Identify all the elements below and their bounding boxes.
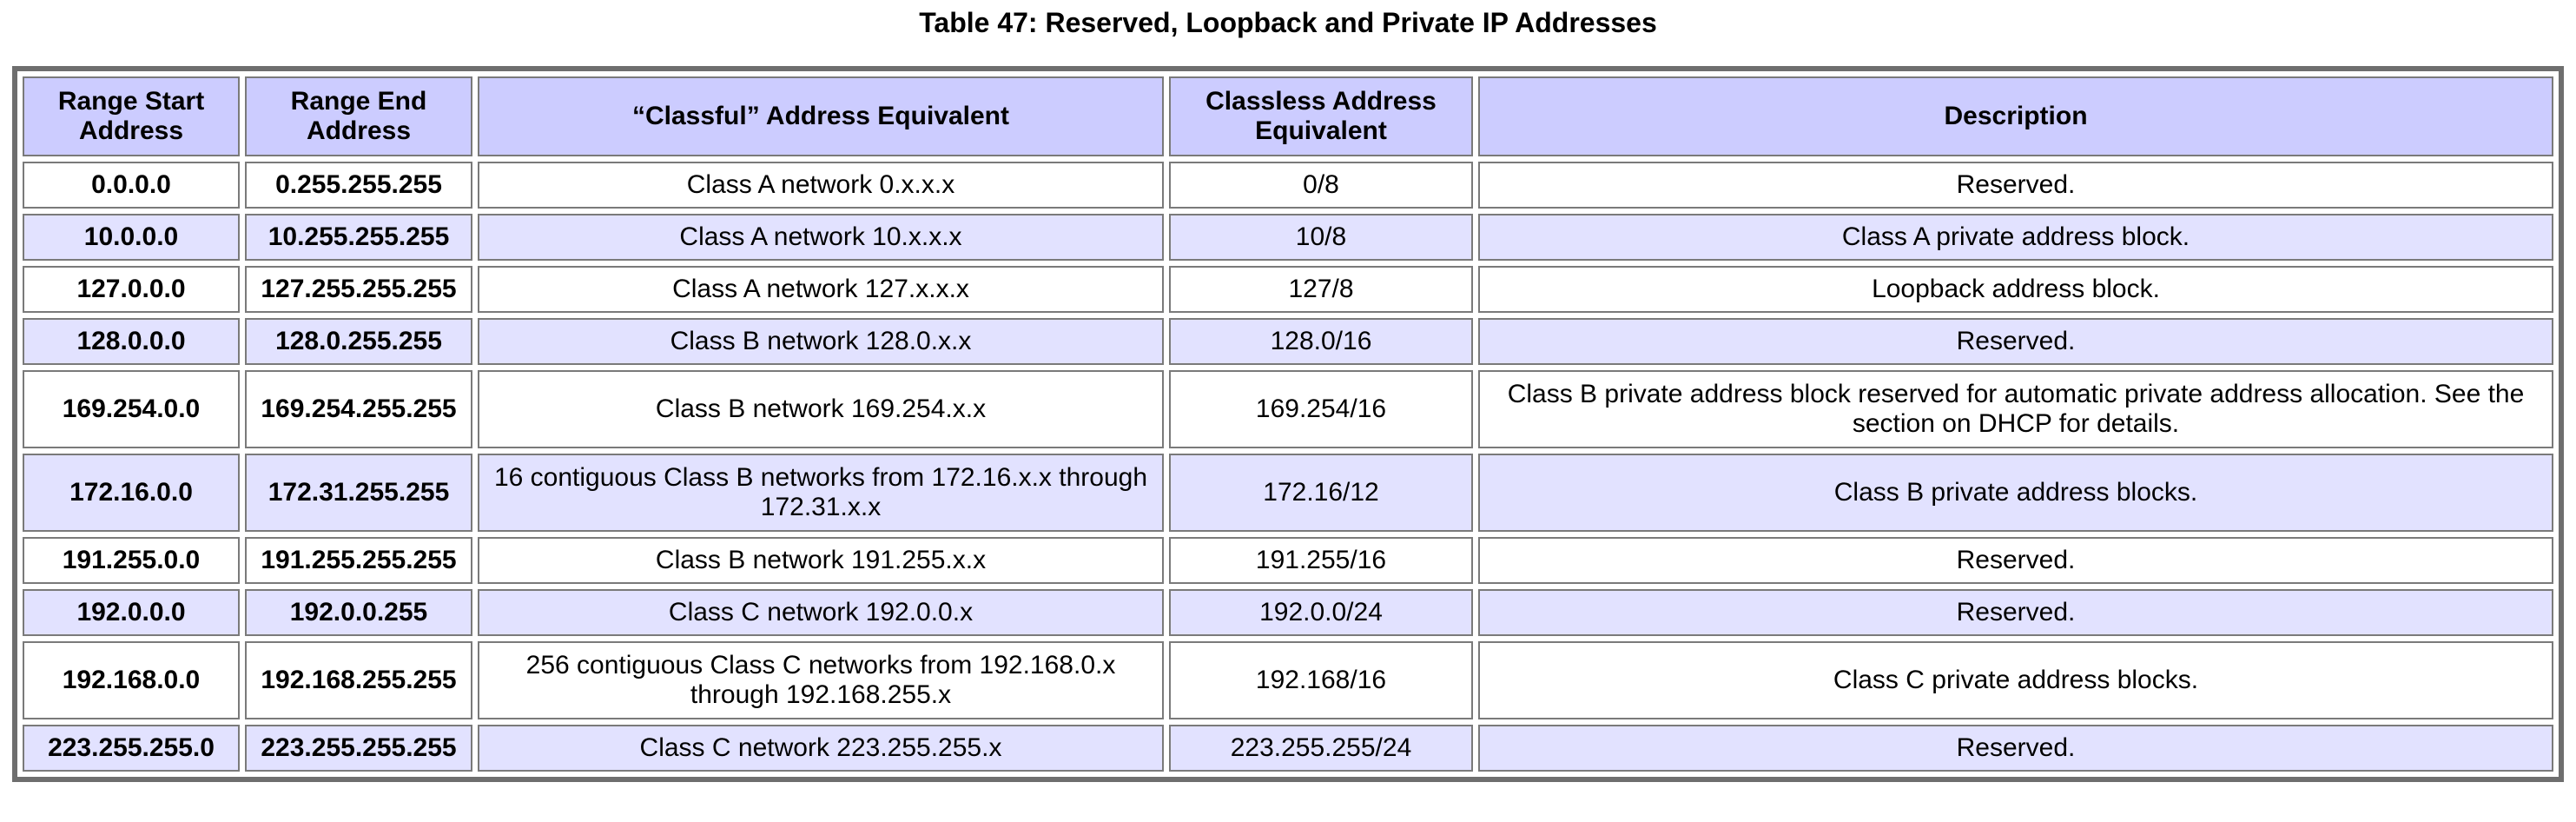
- table-caption: Table 47: Reserved, Loopback and Private…: [919, 7, 1657, 38]
- cell-classful: Class C network 223.255.255.x: [478, 725, 1164, 772]
- cell-classless: 192.168/16: [1169, 641, 1473, 719]
- cell-classful: Class A network 127.x.x.x: [478, 266, 1164, 313]
- table-row: 169.254.0.0 169.254.255.255 Class B netw…: [23, 370, 2553, 448]
- cell-description: Loopback address block.: [1478, 266, 2553, 313]
- cell-range-start: 223.255.255.0: [23, 725, 240, 772]
- cell-range-end: 128.0.255.255: [245, 318, 472, 365]
- cell-description: Class C private address blocks.: [1478, 641, 2553, 719]
- table-row: 128.0.0.0 128.0.255.255 Class B network …: [23, 318, 2553, 365]
- cell-range-start: 127.0.0.0: [23, 266, 240, 313]
- cell-classful: Class B network 169.254.x.x: [478, 370, 1164, 448]
- table-row: 0.0.0.0 0.255.255.255 Class A network 0.…: [23, 162, 2553, 209]
- cell-classless: 169.254/16: [1169, 370, 1473, 448]
- table-row: 191.255.0.0 191.255.255.255 Class B netw…: [23, 537, 2553, 584]
- cell-range-end: 192.168.255.255: [245, 641, 472, 719]
- cell-classful: Class C network 192.0.0.x: [478, 589, 1164, 636]
- cell-range-start: 192.0.0.0: [23, 589, 240, 636]
- cell-description: Class A private address block.: [1478, 214, 2553, 261]
- ip-address-table: Range Start Address Range End Address “C…: [17, 71, 2559, 777]
- cell-classful: Class A network 0.x.x.x: [478, 162, 1164, 209]
- table-row: 127.0.0.0 127.255.255.255 Class A networ…: [23, 266, 2553, 313]
- cell-classless: 127/8: [1169, 266, 1473, 313]
- table-row: 10.0.0.0 10.255.255.255 Class A network …: [23, 214, 2553, 261]
- cell-range-start: 169.254.0.0: [23, 370, 240, 448]
- cell-range-start: 10.0.0.0: [23, 214, 240, 261]
- header-range-end: Range End Address: [245, 76, 472, 156]
- cell-description: Reserved.: [1478, 589, 2553, 636]
- cell-classful: Class B network 128.0.x.x: [478, 318, 1164, 365]
- cell-classful: Class B network 191.255.x.x: [478, 537, 1164, 584]
- cell-range-end: 127.255.255.255: [245, 266, 472, 313]
- cell-classless: 192.0.0/24: [1169, 589, 1473, 636]
- cell-classful: Class A network 10.x.x.x: [478, 214, 1164, 261]
- cell-range-end: 0.255.255.255: [245, 162, 472, 209]
- cell-classless: 223.255.255/24: [1169, 725, 1473, 772]
- cell-description: Reserved.: [1478, 318, 2553, 365]
- table-row: 192.168.0.0 192.168.255.255 256 contiguo…: [23, 641, 2553, 719]
- header-classful: “Classful” Address Equivalent: [478, 76, 1164, 156]
- cell-range-end: 169.254.255.255: [245, 370, 472, 448]
- cell-range-start: 0.0.0.0: [23, 162, 240, 209]
- cell-description: Reserved.: [1478, 162, 2553, 209]
- cell-classless: 128.0/16: [1169, 318, 1473, 365]
- cell-description: Reserved.: [1478, 725, 2553, 772]
- table-header-row: Range Start Address Range End Address “C…: [23, 76, 2553, 156]
- cell-description: Class B private address blocks.: [1478, 454, 2553, 532]
- table-row: 192.0.0.0 192.0.0.255 Class C network 19…: [23, 589, 2553, 636]
- cell-classful: 256 contiguous Class C networks from 192…: [478, 641, 1164, 719]
- cell-description: Class B private address block reserved f…: [1478, 370, 2553, 448]
- cell-range-end: 223.255.255.255: [245, 725, 472, 772]
- cell-range-start: 172.16.0.0: [23, 454, 240, 532]
- header-description: Description: [1478, 76, 2553, 156]
- cell-classless: 172.16/12: [1169, 454, 1473, 532]
- cell-classless: 191.255/16: [1169, 537, 1473, 584]
- cell-range-end: 192.0.0.255: [245, 589, 472, 636]
- cell-classless: 10/8: [1169, 214, 1473, 261]
- cell-range-start: 128.0.0.0: [23, 318, 240, 365]
- cell-classful: 16 contiguous Class B networks from 172.…: [478, 454, 1164, 532]
- ip-address-table-frame: Range Start Address Range End Address “C…: [12, 66, 2564, 782]
- header-classless: Classless Address Equivalent: [1169, 76, 1473, 156]
- header-range-start: Range Start Address: [23, 76, 240, 156]
- table-row: 172.16.0.0 172.31.255.255 16 contiguous …: [23, 454, 2553, 532]
- cell-range-start: 191.255.0.0: [23, 537, 240, 584]
- cell-classless: 0/8: [1169, 162, 1473, 209]
- cell-range-end: 172.31.255.255: [245, 454, 472, 532]
- cell-range-end: 191.255.255.255: [245, 537, 472, 584]
- cell-range-end: 10.255.255.255: [245, 214, 472, 261]
- cell-range-start: 192.168.0.0: [23, 641, 240, 719]
- cell-description: Reserved.: [1478, 537, 2553, 584]
- table-row: 223.255.255.0 223.255.255.255 Class C ne…: [23, 725, 2553, 772]
